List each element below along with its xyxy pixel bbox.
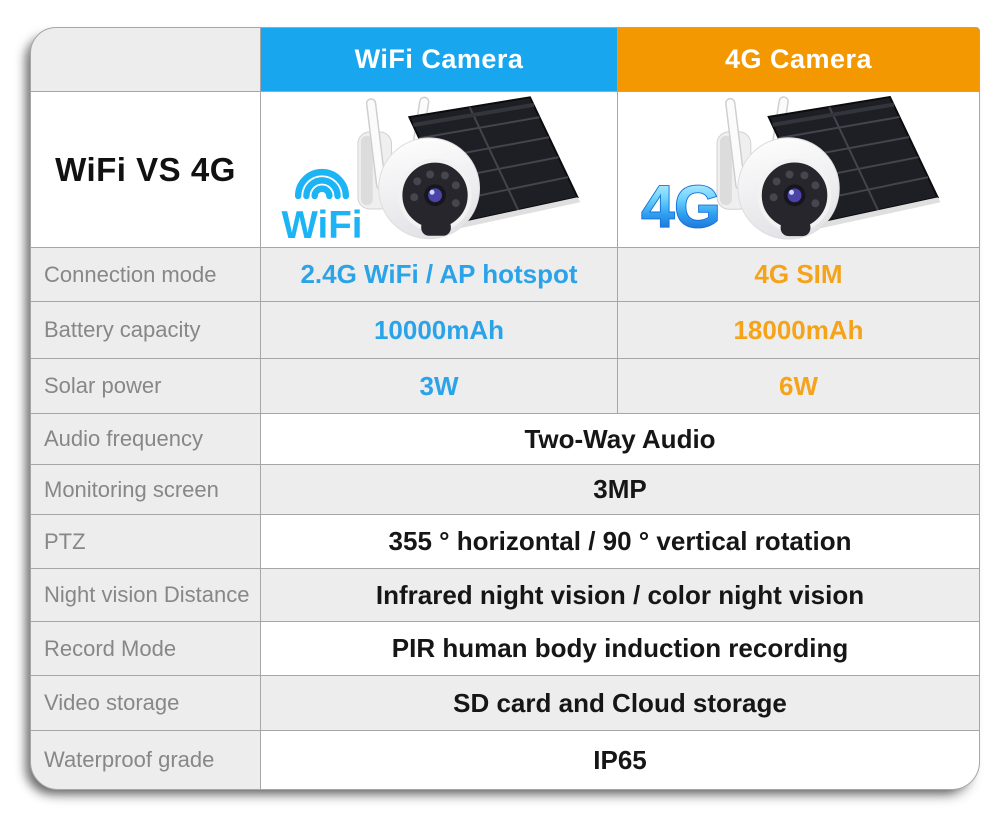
wifi-camera-photo-cell: WiFi [261, 92, 617, 247]
comparison-table: WiFi Camera 4G Camera WiFi VS 4G WiFi 4G [30, 27, 980, 790]
row-label-audio-frequency: Audio frequency [31, 414, 260, 464]
wifi-camera-header: WiFi Camera [261, 28, 617, 91]
versus-title-cell: WiFi VS 4G [31, 92, 260, 247]
4g-value-battery-capacity: 18000mAh [618, 302, 979, 358]
wifi-value-connection-mode: 2.4G WiFi / AP hotspot [261, 248, 617, 301]
blank-corner-cell [31, 28, 260, 91]
row-label-ptz: PTZ [31, 515, 260, 568]
row-label-solar-power: Solar power [31, 359, 260, 413]
wifi-logo-text: WiFi [282, 204, 363, 245]
4g-value-connection-mode: 4G SIM [618, 248, 979, 301]
versus-title: WiFi VS 4G [55, 150, 236, 188]
row-label-video-storage: Video storage [31, 676, 260, 730]
row-label-waterproof-grade: Waterproof grade [31, 731, 260, 789]
4g-value-solar-power: 6W [618, 359, 979, 413]
merged-value-ptz: 355 ° horizontal / 90 ° vertical rotatio… [261, 515, 979, 568]
merged-value-monitoring-screen: 3MP [261, 465, 979, 514]
row-label-connection-mode: Connection mode [31, 248, 260, 301]
merged-value-record-mode: PIR human body induction recording [261, 622, 979, 675]
merged-value-night-vision: Infrared night vision / color night visi… [261, 569, 979, 621]
4g-camera-photo-cell: 4G [618, 92, 979, 247]
wifi-value-solar-power: 3W [261, 359, 617, 413]
4g-logo-icon: 4G [640, 172, 721, 239]
4g-logo-text: 4G [641, 173, 720, 239]
merged-value-waterproof-grade: IP65 [261, 731, 979, 789]
4g-camera-header: 4G Camera [618, 28, 979, 91]
row-label-record-mode: Record Mode [31, 622, 260, 675]
wifi-value-battery-capacity: 10000mAh [261, 302, 617, 358]
row-label-night-vision: Night vision Distance [31, 569, 260, 621]
row-label-battery-capacity: Battery capacity [31, 302, 260, 358]
merged-value-audio-frequency: Two-Way Audio [261, 414, 979, 464]
wifi-logo-icon: WiFi [282, 168, 363, 245]
row-label-monitoring-screen: Monitoring screen [31, 465, 260, 514]
merged-value-video-storage: SD card and Cloud storage [261, 676, 979, 730]
